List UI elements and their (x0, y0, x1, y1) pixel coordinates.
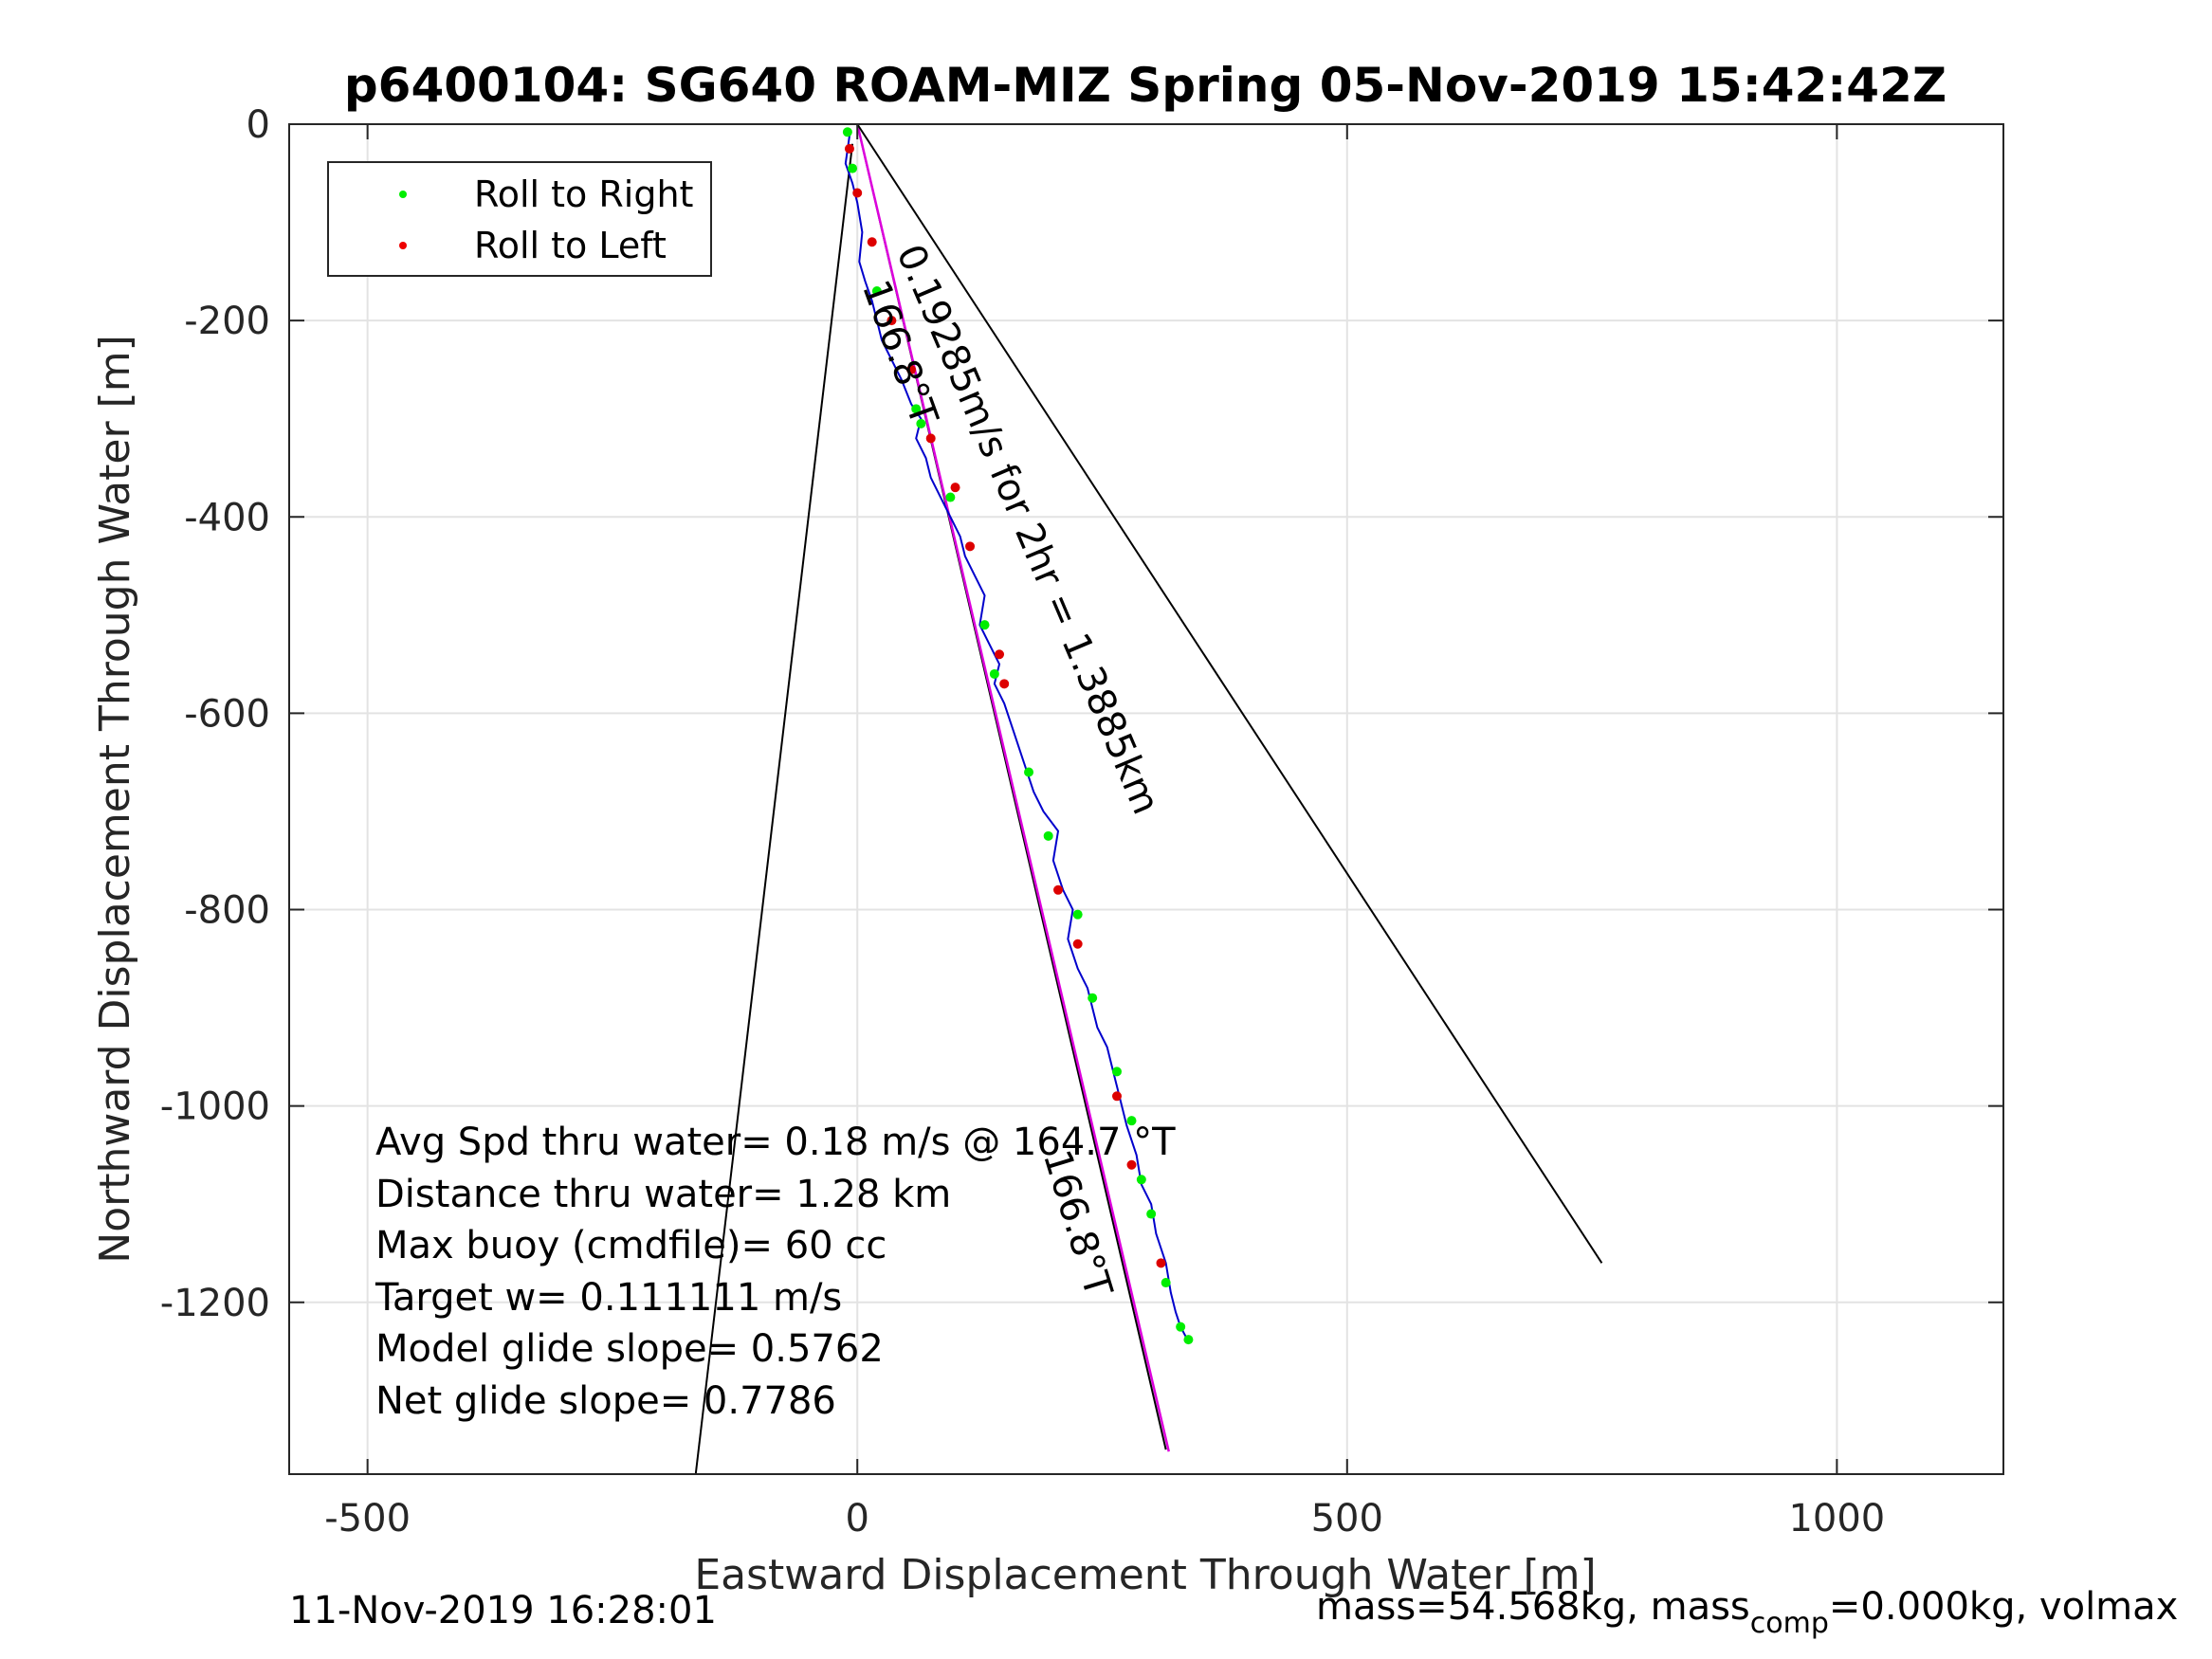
stat-target-w: Target w= 0.111111 m/s (375, 1276, 842, 1320)
legend: Roll to Right Roll to Left (327, 161, 712, 277)
x-tick-label: 0 (845, 1497, 868, 1540)
y-tick-label: -800 (184, 889, 270, 933)
y-tick-label: -200 (184, 300, 270, 343)
stat-distance: Distance thru water= 1.28 km (375, 1173, 951, 1216)
roll-right-point (1126, 1116, 1137, 1126)
grid-lines (289, 123, 2003, 1474)
roll-left-point (887, 316, 897, 326)
roll-left-point (1126, 1159, 1137, 1170)
y-tick-label: -600 (184, 692, 270, 736)
roll-right-point (1112, 1066, 1123, 1077)
roll-right-point (1024, 767, 1034, 777)
glider-track (844, 128, 1190, 1342)
stat-avg-speed: Avg Spd thru water= 0.18 m/s @ 164.7 °T (375, 1121, 1176, 1164)
y-tick-label: -1000 (160, 1085, 270, 1129)
y-tick-label: -400 (184, 496, 270, 539)
chart-title: p6400104: SG640 ROAM-MIZ Spring 05-Nov-2… (344, 58, 1947, 113)
roll-left-point (1053, 884, 1064, 895)
roll-left-point (906, 364, 917, 374)
stat-max-buoy: Max buoy (cmdfile)= 60 cc (375, 1224, 887, 1267)
stat-model-glide: Model glide slope= 0.5762 (375, 1327, 884, 1371)
cone-right (856, 123, 1603, 1264)
x-tick-label: 500 (1311, 1497, 1383, 1540)
y-tick-label: -1200 (160, 1282, 270, 1325)
roll-right-point (916, 418, 926, 428)
y-tick-label: 0 (247, 103, 270, 147)
footer-mass-info: mass=54.568kg, masscomp=0.000kg, volmax (1316, 1585, 2178, 1640)
roll-left-point (852, 188, 863, 198)
legend-box (327, 161, 712, 277)
stat-net-glide: Net glide slope= 0.7786 (375, 1379, 836, 1423)
roll-left-point (1156, 1258, 1166, 1268)
legend-label-roll-left: Roll to Left (474, 225, 667, 266)
roll-left-point (1112, 1091, 1123, 1102)
roll-right-point (848, 163, 858, 173)
roll-right-point (1043, 830, 1053, 841)
roll-right-point (1161, 1278, 1171, 1288)
roll-left-point (925, 433, 936, 444)
roll-left-point (995, 649, 1005, 660)
stats-block: Avg Spd thru water= 0.18 m/s @ 164.7 °T … (375, 1121, 1176, 1423)
roll-left-point (965, 541, 976, 552)
plot-series (694, 123, 1603, 1475)
plot-area (289, 124, 2003, 1474)
roll-left-point (999, 679, 1010, 689)
cone-left (694, 143, 854, 1475)
roll-right-point (979, 620, 990, 630)
roll-left-point (844, 143, 854, 154)
heading-line-magenta (856, 123, 1170, 1452)
roll-left-point (867, 237, 877, 247)
roll-left-point (950, 483, 960, 493)
footer-mass-tail: =0.000kg, volmax (1829, 1585, 2178, 1629)
footer-mass-sub: comp (1750, 1607, 1829, 1640)
axes-box (288, 123, 2004, 1475)
roll-right-point (1183, 1335, 1194, 1345)
roll-right-point (1072, 909, 1083, 920)
footer-timestamp: 11-Nov-2019 16:28:01 (289, 1589, 717, 1632)
roll-right-point (1088, 993, 1098, 1003)
legend-marker-roll-left (399, 242, 407, 249)
roll-right-point (842, 127, 852, 137)
roll-right-point (911, 404, 922, 414)
x-axis-label: Eastward Displacement Through Water [m] (694, 1551, 1596, 1599)
roll-right-point (989, 668, 999, 679)
y-axis-label: Northward Displacement Through Water [m] (91, 335, 139, 1263)
roll-right-point (871, 286, 882, 297)
roll-right-point (945, 492, 956, 502)
x-tick-label: -500 (324, 1497, 411, 1540)
axis-ticks: -500 0 500 1000 0 -200 -400 -600 -800 -1000 -1200 (160, 103, 2003, 1540)
legend-label-roll-right: Roll to Right (474, 173, 693, 215)
legend-marker-roll-right (399, 191, 407, 198)
footer-mass-main: mass=54.568kg, mass (1316, 1585, 1750, 1629)
roll-right-point (1176, 1322, 1186, 1332)
roll-left-point (1072, 939, 1083, 949)
roll-right-point (1136, 1175, 1146, 1185)
x-tick-label: 1000 (1788, 1497, 1885, 1540)
roll-right-point (1146, 1209, 1157, 1219)
